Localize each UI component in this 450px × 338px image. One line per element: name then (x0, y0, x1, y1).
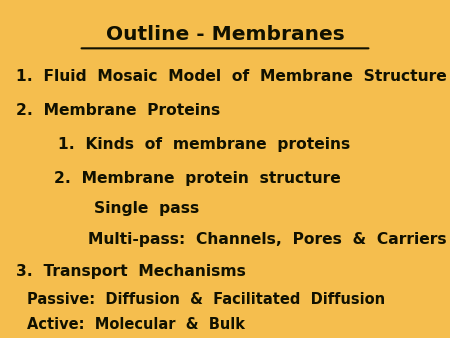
Text: 2.  Membrane  Proteins: 2. Membrane Proteins (16, 103, 220, 118)
Text: 1.  Fluid  Mosaic  Model  of  Membrane  Structure: 1. Fluid Mosaic Model of Membrane Struct… (16, 69, 446, 83)
Text: Single  pass: Single pass (94, 201, 200, 216)
Text: 1.  Kinds  of  membrane  proteins: 1. Kinds of membrane proteins (58, 137, 351, 152)
Text: 3.  Transport  Mechanisms: 3. Transport Mechanisms (16, 264, 246, 279)
Text: Passive:  Diffusion  &  Facilitated  Diffusion: Passive: Diffusion & Facilitated Diffusi… (27, 292, 385, 307)
Text: Multi-pass:  Channels,  Pores  &  Carriers: Multi-pass: Channels, Pores & Carriers (88, 233, 446, 247)
Text: Active:  Molecular  &  Bulk: Active: Molecular & Bulk (27, 317, 245, 332)
Text: Outline - Membranes: Outline - Membranes (106, 25, 344, 44)
Text: 2.  Membrane  protein  structure: 2. Membrane protein structure (54, 171, 341, 186)
